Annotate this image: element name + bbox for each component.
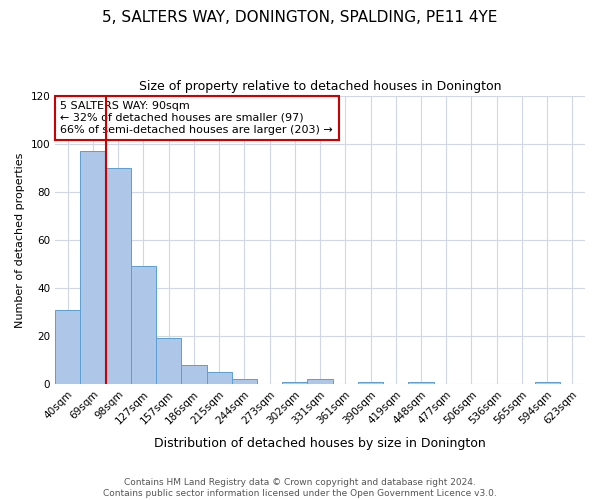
X-axis label: Distribution of detached houses by size in Donington: Distribution of detached houses by size … (154, 437, 486, 450)
Bar (131, 266, 156, 384)
Bar (409, 382, 434, 384)
Text: 5 SALTERS WAY: 90sqm
← 32% of detached houses are smaller (97)
66% of semi-detac: 5 SALTERS WAY: 90sqm ← 32% of detached h… (61, 102, 333, 134)
Bar (282, 382, 307, 384)
Bar (307, 380, 332, 384)
Bar (535, 382, 560, 384)
Bar (206, 372, 232, 384)
Title: Size of property relative to detached houses in Donington: Size of property relative to detached ho… (139, 80, 502, 93)
Bar (106, 168, 131, 384)
Bar (181, 365, 206, 384)
Bar (232, 380, 257, 384)
Bar (55, 310, 80, 384)
Y-axis label: Number of detached properties: Number of detached properties (15, 152, 25, 328)
Bar (80, 151, 106, 384)
Bar (156, 338, 181, 384)
Text: Contains HM Land Registry data © Crown copyright and database right 2024.
Contai: Contains HM Land Registry data © Crown c… (103, 478, 497, 498)
Bar (358, 382, 383, 384)
Text: 5, SALTERS WAY, DONINGTON, SPALDING, PE11 4YE: 5, SALTERS WAY, DONINGTON, SPALDING, PE1… (103, 10, 497, 25)
